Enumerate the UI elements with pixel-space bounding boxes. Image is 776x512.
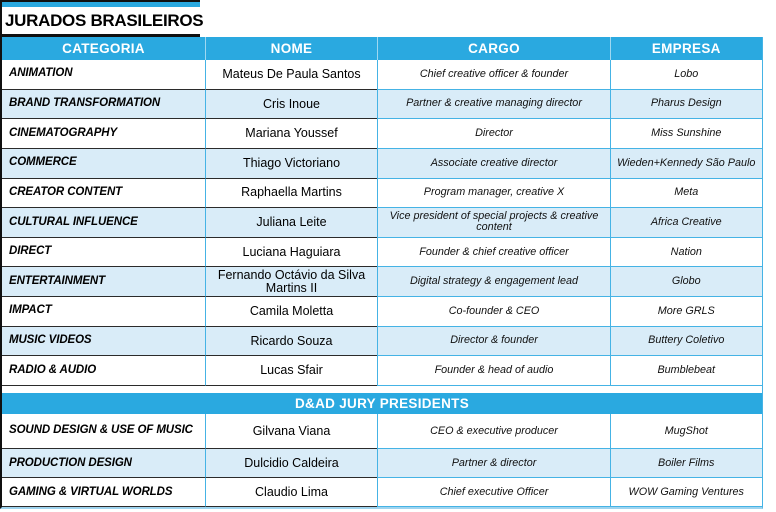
cell-categoria: CINEMATOGRAPHY xyxy=(2,119,205,149)
cell-nome: Fernando Octávio da Silva Martins II xyxy=(205,267,377,297)
cell-empresa: WOW Gaming Ventures xyxy=(610,478,762,508)
cell-categoria: CULTURAL INFLUENCE xyxy=(2,208,205,238)
cell-categoria: GAMING & VIRTUAL WORLDS xyxy=(2,478,205,508)
table-row: ANIMATION Mateus De Paula Santos Chief c… xyxy=(2,60,762,90)
cell-nome: Luciana Haguiara xyxy=(205,237,377,268)
table-body-jury-presidents: SOUND DESIGN & USE OF MUSIC Gilvana Vian… xyxy=(2,413,762,508)
cell-cargo: Chief executive Officer xyxy=(377,478,610,508)
cell-nome: Claudio Lima xyxy=(205,478,377,508)
cell-categoria: COMMERCE xyxy=(2,149,205,179)
cell-empresa: Buttery Coletivo xyxy=(610,326,762,357)
table-row: COMMERCE Thiago Victoriano Associate cre… xyxy=(2,148,762,179)
cell-nome: Dulcidio Caldeira xyxy=(205,449,377,479)
cell-categoria: MUSIC VIDEOS xyxy=(2,327,205,357)
cell-categoria: BRAND TRANSFORMATION xyxy=(2,90,205,120)
cell-categoria: CREATOR CONTENT xyxy=(2,179,205,209)
cell-empresa: Boiler Films xyxy=(610,449,762,479)
cell-cargo: Partner & director xyxy=(377,449,610,479)
cell-empresa: More GRLS xyxy=(610,297,762,327)
cell-nome: Cris Inoue xyxy=(205,89,377,120)
table-row: CULTURAL INFLUENCE Juliana Leite Vice pr… xyxy=(2,208,762,238)
cell-cargo: Co-founder & CEO xyxy=(377,297,610,327)
page-title: JURADOS BRASILEIROS xyxy=(5,11,204,30)
cell-categoria: RADIO & AUDIO xyxy=(2,356,205,386)
cell-categoria: SOUND DESIGN & USE OF MUSIC xyxy=(2,414,205,450)
table-row: GAMING & VIRTUAL WORLDS Claudio Lima Chi… xyxy=(2,478,762,508)
cell-cargo: Program manager, creative X xyxy=(377,178,610,209)
column-header-categoria: CATEGORIA xyxy=(62,41,145,56)
table-row: SOUND DESIGN & USE OF MUSIC Gilvana Vian… xyxy=(2,413,762,450)
cell-empresa: Africa Creative xyxy=(610,208,762,238)
cell-empresa: Nation xyxy=(610,237,762,268)
table-row: PRODUCTION DESIGN Dulcidio Caldeira Part… xyxy=(2,449,762,479)
table-row: BRAND TRANSFORMATION Cris Inoue Partner … xyxy=(2,89,762,120)
cell-nome: Camila Moletta xyxy=(205,297,377,327)
cell-cargo: CEO & executive producer xyxy=(377,413,610,450)
cell-empresa: Pharus Design xyxy=(610,89,762,120)
cell-nome: Lucas Sfair xyxy=(205,356,377,386)
table-row: IMPACT Camila Moletta Co-founder & CEO M… xyxy=(2,297,762,327)
cell-empresa: Miss Sunshine xyxy=(610,119,762,149)
cell-categoria: PRODUCTION DESIGN xyxy=(2,449,205,479)
section-banner: D&AD JURY PRESIDENTS xyxy=(2,392,762,414)
cell-empresa: MugShot xyxy=(610,413,762,450)
cell-cargo: Partner & creative managing director xyxy=(377,89,610,120)
jurors-table: CATEGORIA NOME CARGO EMPRESA ANIMATION M… xyxy=(0,37,763,510)
cell-empresa: Meta xyxy=(610,178,762,209)
table-row: CINEMATOGRAPHY Mariana Youssef Director … xyxy=(2,119,762,149)
table-header-row: CATEGORIA NOME CARGO EMPRESA xyxy=(2,37,762,60)
cell-categoria: IMPACT xyxy=(2,297,205,327)
cell-cargo: Founder & chief creative officer xyxy=(377,237,610,268)
cell-nome: Ricardo Souza xyxy=(205,326,377,357)
table-row: RADIO & AUDIO Lucas Sfair Founder & head… xyxy=(2,356,762,386)
cell-nome: Juliana Leite xyxy=(205,208,377,238)
title-accent-bar xyxy=(2,2,200,7)
cell-cargo: Director xyxy=(377,119,610,149)
cell-nome: Raphaella Martins xyxy=(205,178,377,209)
cell-categoria: ANIMATION xyxy=(2,60,205,90)
cell-categoria: ENTERTAINMENT xyxy=(2,267,205,297)
table-row: DIRECT Luciana Haguiara Founder & chief … xyxy=(2,237,762,268)
cell-cargo: Founder & head of audio xyxy=(377,356,610,386)
cell-nome: Mariana Youssef xyxy=(205,119,377,149)
cell-cargo: Chief creative officer & founder xyxy=(377,60,610,90)
table-row: MUSIC VIDEOS Ricardo Souza Director & fo… xyxy=(2,326,762,357)
table-body-jurados-brasileiros: ANIMATION Mateus De Paula Santos Chief c… xyxy=(2,60,762,386)
cell-cargo: Associate creative director xyxy=(377,148,610,179)
cell-empresa: Globo xyxy=(610,267,762,297)
cell-cargo: Digital strategy & engagement lead xyxy=(377,267,610,297)
cell-cargo: Director & founder xyxy=(377,326,610,357)
cell-nome: Mateus De Paula Santos xyxy=(205,60,377,90)
cell-empresa: Lobo xyxy=(610,60,762,90)
cell-nome: Thiago Victoriano xyxy=(205,148,377,179)
section-gap xyxy=(2,385,762,393)
cell-empresa: Bumblebeat xyxy=(610,356,762,386)
cell-empresa: Wieden+Kennedy São Paulo xyxy=(610,148,762,179)
table-row: CREATOR CONTENT Raphaella Martins Progra… xyxy=(2,178,762,209)
title-tab: JURADOS BRASILEIROS xyxy=(0,0,204,37)
cell-cargo: Vice president of special projects & cre… xyxy=(377,208,610,238)
cell-categoria: DIRECT xyxy=(2,238,205,268)
table-row: ENTERTAINMENT Fernando Octávio da Silva … xyxy=(2,267,762,297)
column-header-cargo: CARGO xyxy=(377,37,610,60)
column-header-nome: NOME xyxy=(205,37,377,60)
column-header-empresa: EMPRESA xyxy=(610,37,762,60)
cell-nome: Gilvana Viana xyxy=(205,413,377,450)
